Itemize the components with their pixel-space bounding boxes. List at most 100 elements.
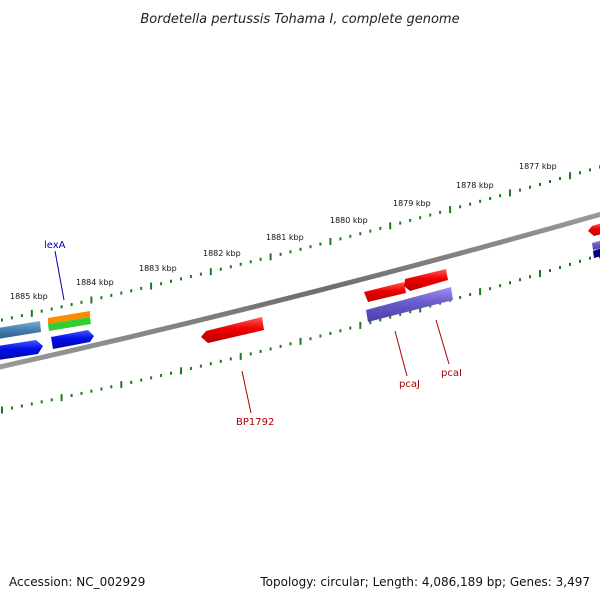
minor-tick bbox=[249, 352, 252, 356]
minor-tick bbox=[309, 337, 312, 341]
gene-feature-BP1792 bbox=[201, 317, 264, 343]
minor-tick bbox=[189, 367, 192, 370]
minor-tick bbox=[499, 194, 502, 198]
minor-tick bbox=[349, 234, 352, 238]
minor-tick bbox=[569, 262, 571, 266]
gene-feature-blue-lexA bbox=[51, 330, 94, 349]
minor-tick bbox=[319, 242, 322, 246]
gene-feature-pcaJ bbox=[364, 282, 406, 302]
minor-tick bbox=[189, 275, 192, 278]
minor-tick bbox=[509, 281, 511, 285]
minor-tick bbox=[289, 250, 292, 254]
tick-labels: 1885 kbp 1884 kbp 1883 kbp 1882 kbp 1881… bbox=[10, 162, 557, 301]
minor-tick bbox=[399, 221, 402, 225]
gene-feature-green-lexA bbox=[48, 317, 91, 331]
minor-tick bbox=[269, 347, 272, 351]
minor-tick bbox=[20, 314, 23, 318]
minor-tick bbox=[459, 295, 462, 299]
minor-tick bbox=[150, 376, 153, 380]
gene-feature-purple bbox=[366, 287, 453, 322]
tick-label-1877: 1877 kbp bbox=[519, 162, 557, 171]
major-tick bbox=[209, 268, 212, 276]
minor-tick bbox=[499, 284, 502, 288]
minor-tick bbox=[100, 296, 103, 300]
tick-label-1883: 1883 kbp bbox=[139, 264, 177, 273]
minor-tick bbox=[379, 318, 382, 322]
minor-tick bbox=[339, 329, 342, 333]
minor-tick bbox=[459, 205, 462, 209]
minor-tick bbox=[120, 291, 123, 295]
minor-tick bbox=[549, 180, 551, 183]
minor-tick bbox=[170, 279, 172, 283]
leader-line-pcaI bbox=[435, 319, 450, 365]
tick-ring-outer bbox=[1, 165, 600, 322]
minor-tick bbox=[369, 229, 372, 233]
minor-tick bbox=[409, 310, 412, 314]
gene-label-pcaJ: pcaJ bbox=[399, 379, 420, 390]
gene-feature-pcaI bbox=[404, 269, 448, 291]
minor-tick bbox=[489, 197, 492, 200]
gene-label-pcaI: pcaI bbox=[441, 368, 462, 379]
tick-label-1885: 1885 kbp bbox=[10, 292, 48, 301]
minor-tick bbox=[589, 168, 591, 172]
minor-tick bbox=[319, 334, 322, 338]
minor-tick bbox=[419, 216, 422, 220]
minor-tick bbox=[579, 259, 581, 263]
minor-tick bbox=[130, 289, 133, 293]
footer-accession: Accession: NC_002929 bbox=[9, 575, 145, 589]
minor-tick bbox=[160, 374, 163, 377]
minor-tick bbox=[589, 256, 591, 260]
major-tick bbox=[269, 253, 272, 261]
minor-tick bbox=[529, 185, 531, 189]
leader-line-pcaJ bbox=[394, 330, 408, 377]
minor-tick bbox=[239, 262, 242, 266]
minor-tick bbox=[110, 293, 113, 297]
minor-tick bbox=[429, 213, 432, 217]
minor-tick bbox=[369, 321, 372, 325]
tick-label-1882: 1882 kbp bbox=[203, 249, 241, 258]
major-tick bbox=[479, 288, 482, 296]
minor-tick bbox=[469, 202, 472, 206]
major-tick bbox=[329, 238, 332, 245]
minor-tick bbox=[469, 293, 472, 296]
minor-tick bbox=[559, 177, 561, 181]
tick-label-1879: 1879 kbp bbox=[393, 199, 431, 208]
major-tick bbox=[180, 367, 182, 375]
minor-tick bbox=[20, 404, 23, 408]
minor-tick bbox=[529, 275, 531, 279]
major-tick bbox=[90, 296, 93, 304]
minor-tick bbox=[110, 385, 113, 389]
gene-feature-blue-left bbox=[0, 340, 43, 360]
major-tick bbox=[449, 206, 452, 214]
minor-tick bbox=[349, 326, 352, 330]
minor-tick bbox=[519, 188, 521, 192]
minor-tick bbox=[229, 357, 232, 361]
minor-tick bbox=[439, 210, 442, 214]
major-tick bbox=[569, 172, 571, 180]
minor-tick bbox=[399, 312, 402, 316]
minor-tick bbox=[579, 171, 581, 175]
minor-tick bbox=[80, 300, 83, 304]
minor-tick bbox=[379, 226, 382, 230]
major-tick bbox=[1, 406, 3, 414]
major-tick bbox=[509, 189, 511, 197]
minor-tick bbox=[249, 260, 252, 264]
map-title: Bordetella pertussis Tohama I, complete … bbox=[140, 12, 459, 27]
minor-tick bbox=[199, 272, 202, 276]
minor-tick bbox=[180, 277, 182, 281]
major-tick bbox=[539, 270, 541, 278]
minor-tick bbox=[209, 362, 212, 366]
gene-group-lexA-region bbox=[0, 311, 94, 360]
minor-tick bbox=[10, 406, 13, 410]
minor-tick bbox=[429, 304, 432, 308]
minor-tick bbox=[199, 364, 202, 368]
minor-tick bbox=[50, 307, 53, 311]
minor-tick bbox=[229, 265, 232, 269]
minor-tick bbox=[539, 182, 541, 186]
major-tick bbox=[150, 282, 153, 290]
major-tick bbox=[60, 394, 63, 402]
minor-tick bbox=[299, 247, 302, 251]
minor-tick bbox=[519, 278, 521, 282]
minor-tick bbox=[559, 266, 561, 269]
